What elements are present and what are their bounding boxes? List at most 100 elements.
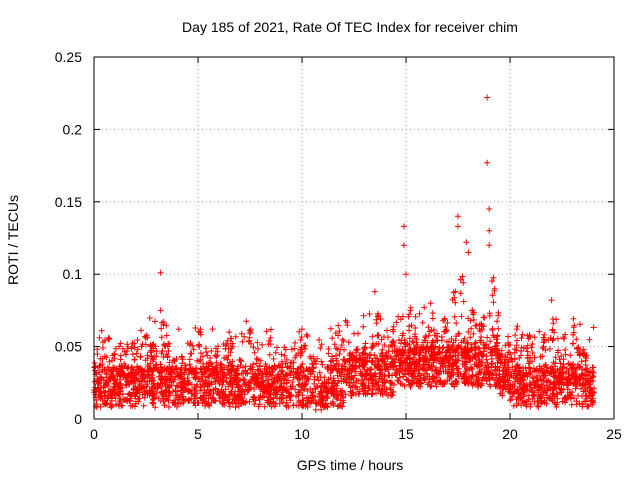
data-point xyxy=(412,325,419,331)
data-point xyxy=(576,373,583,380)
data-point xyxy=(402,371,409,378)
data-point xyxy=(467,334,474,341)
data-point xyxy=(197,394,204,401)
data-point xyxy=(531,393,537,400)
data-point xyxy=(345,339,352,346)
data-point xyxy=(207,368,213,375)
data-point xyxy=(144,334,151,341)
data-point xyxy=(146,366,153,373)
data-point xyxy=(97,403,104,410)
data-point xyxy=(303,331,310,338)
data-point xyxy=(512,346,518,353)
data-point xyxy=(155,395,162,402)
data-point xyxy=(491,345,498,352)
data-point xyxy=(429,375,436,382)
data-point xyxy=(229,377,235,384)
data-point xyxy=(298,382,305,389)
data-point xyxy=(481,314,488,321)
data-point xyxy=(187,388,194,395)
data-point xyxy=(158,334,165,341)
data-point xyxy=(360,312,367,319)
data-point xyxy=(353,346,360,353)
data-point xyxy=(231,397,238,404)
data-point xyxy=(318,406,325,413)
data-point xyxy=(117,382,123,389)
data-point xyxy=(238,391,245,398)
data-point xyxy=(240,376,246,383)
data-point xyxy=(579,382,586,389)
data-point xyxy=(195,328,202,335)
data-point xyxy=(413,336,420,343)
chart-title: Day 185 of 2021, Rate Of TEC Index for r… xyxy=(182,19,518,35)
axis-ticks xyxy=(93,56,615,420)
data-point xyxy=(267,334,274,341)
data-point xyxy=(142,341,149,348)
data-point xyxy=(547,335,554,341)
data-point xyxy=(165,364,172,371)
data-point xyxy=(295,398,302,404)
data-point xyxy=(453,320,460,327)
data-point xyxy=(108,397,115,404)
data-point xyxy=(505,333,512,340)
data-point xyxy=(108,404,114,411)
data-point xyxy=(255,367,262,374)
data-point xyxy=(214,352,221,359)
data-point xyxy=(297,364,304,371)
data-point xyxy=(539,353,546,360)
data-point xyxy=(435,346,442,353)
data-point xyxy=(144,352,151,359)
data-point xyxy=(499,392,506,399)
data-point xyxy=(458,375,465,382)
data-point xyxy=(119,370,126,377)
data-point xyxy=(466,356,473,362)
data-point xyxy=(388,379,394,386)
data-point xyxy=(111,392,118,399)
data-point xyxy=(170,357,176,364)
data-point xyxy=(343,379,350,386)
data-point xyxy=(111,350,118,357)
data-point xyxy=(573,371,579,378)
data-point xyxy=(529,341,536,347)
data-point xyxy=(117,352,124,359)
data-point xyxy=(170,388,177,395)
y-tick-labels: 0 0.05 0.1 0.15 0.2 0.25 xyxy=(55,49,82,427)
data-point xyxy=(464,366,471,373)
data-point xyxy=(575,392,581,399)
data-point xyxy=(422,333,429,339)
data-point xyxy=(271,363,278,370)
data-point xyxy=(528,385,535,392)
data-point xyxy=(293,393,300,400)
data-point xyxy=(318,396,325,403)
data-point xyxy=(374,386,381,393)
data-point xyxy=(103,381,110,388)
data-point xyxy=(281,380,288,387)
data-point xyxy=(234,393,241,400)
data-point xyxy=(324,395,331,402)
data-point xyxy=(461,361,468,367)
data-point xyxy=(577,321,583,328)
data-point xyxy=(203,389,210,396)
data-point xyxy=(281,352,288,359)
x-tick-label: 5 xyxy=(194,426,202,442)
data-point xyxy=(571,395,577,401)
data-point xyxy=(478,358,484,365)
data-point xyxy=(354,384,360,391)
data-point xyxy=(123,397,129,404)
data-point xyxy=(509,358,516,365)
data-point xyxy=(203,360,210,367)
data-point xyxy=(328,362,335,369)
data-point xyxy=(212,364,219,371)
data-point xyxy=(393,366,400,373)
data-point xyxy=(278,351,285,358)
data-point xyxy=(282,360,289,367)
data-point xyxy=(392,372,399,378)
data-point xyxy=(284,364,291,371)
data-point xyxy=(147,360,154,367)
data-point xyxy=(400,223,407,230)
data-point xyxy=(584,403,591,410)
data-point xyxy=(355,377,362,384)
data-point xyxy=(246,398,253,405)
data-point xyxy=(486,242,493,249)
data-point xyxy=(462,380,469,387)
data-point xyxy=(204,401,211,408)
